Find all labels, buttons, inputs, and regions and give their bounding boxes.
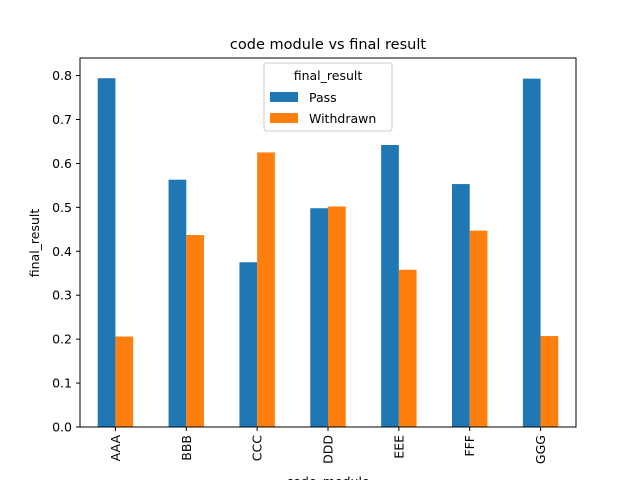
legend-label-withdrawn: Withdrawn: [309, 111, 376, 126]
x-axis-label: code_module: [286, 474, 370, 480]
x-tick-label-fff: FFF: [462, 435, 477, 457]
y-tick-label: 0.0: [52, 420, 72, 435]
legend-title: final_result: [294, 68, 363, 83]
legend: final_result Pass Withdrawn: [263, 62, 393, 132]
x-tick-label-ggg: GGG: [533, 435, 548, 464]
y-tick-label: 0.4: [52, 244, 72, 259]
y-tick-label: 0.6: [52, 156, 72, 171]
bar-withdrawn-fff: [469, 230, 488, 427]
bar-withdrawn-ddd: [328, 206, 346, 427]
bar-pass-eee: [381, 144, 399, 428]
bar-pass-ggg: [522, 78, 541, 428]
x-axis: AAA BBB CCC DDD EEE FFF GGG: [108, 427, 548, 464]
bar-withdrawn-bbb: [186, 235, 204, 427]
plot-frame: [79, 57, 577, 428]
y-tick-label: 0.2: [52, 332, 72, 347]
x-tick-label-bbb: BBB: [179, 435, 194, 461]
y-tick-label: 0.3: [52, 288, 72, 303]
bar-withdrawn-eee: [398, 269, 417, 427]
bar-pass-fff: [452, 184, 470, 427]
y-tick-label: 0.5: [52, 200, 72, 215]
x-tick-label-ddd: DDD: [321, 435, 336, 464]
x-tick-label-eee: EEE: [391, 435, 406, 459]
y-tick-label: 0.8: [52, 68, 72, 83]
x-tick-label-ccc: CCC: [250, 435, 265, 461]
bar-pass-bbb: [168, 179, 187, 427]
chart-title: code module vs final result: [230, 37, 426, 53]
bar-withdrawn-ccc: [257, 152, 275, 427]
x-tick-label-aaa: AAA: [108, 435, 123, 462]
legend-swatch-pass: [270, 92, 298, 102]
y-axis: 0.0 0.1 0.2 0.3 0.4 0.5 0.6 0.7 0.8: [52, 68, 80, 435]
y-tick-label: 0.7: [52, 112, 72, 127]
y-axis-label: final_result: [27, 209, 42, 278]
bar-withdrawn-aaa: [115, 336, 134, 427]
bars-layer: [97, 78, 559, 428]
legend-swatch-withdrawn: [270, 113, 298, 123]
bar-pass-ddd: [310, 208, 328, 427]
bar-withdrawn-ggg: [540, 336, 559, 427]
legend-label-pass: Pass: [309, 90, 337, 105]
bar-pass-aaa: [97, 78, 116, 428]
bar-pass-ccc: [239, 262, 258, 427]
y-tick-label: 0.1: [52, 376, 72, 391]
